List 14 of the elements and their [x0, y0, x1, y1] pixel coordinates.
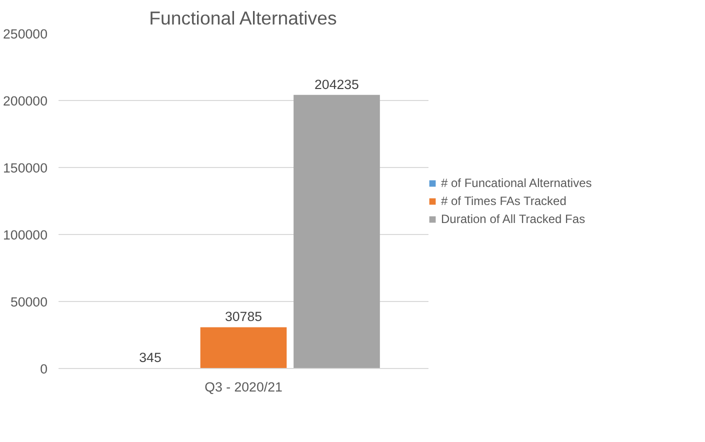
data-label: 30785 [224, 309, 262, 324]
y-tick-label: 250000 [3, 26, 48, 42]
legend-label: # of Funcational Alternatives [441, 176, 592, 190]
y-tick-label: 150000 [3, 160, 48, 176]
legend-label: Duration of All Tracked Fas [441, 212, 586, 226]
chart-title: Functional Alternatives [149, 8, 337, 28]
y-tick-label: 200000 [3, 94, 48, 108]
y-tick-label: 100000 [3, 228, 48, 242]
y-tick-label: 50000 [10, 294, 48, 310]
legend-label: # of Times FAs Tracked [441, 194, 566, 208]
y-tick-label: 0 [40, 362, 48, 376]
data-label: 345 [139, 350, 162, 366]
data-label: 204235 [314, 76, 359, 92]
x-tick-label: Q3 - 2020/21 [204, 380, 282, 394]
